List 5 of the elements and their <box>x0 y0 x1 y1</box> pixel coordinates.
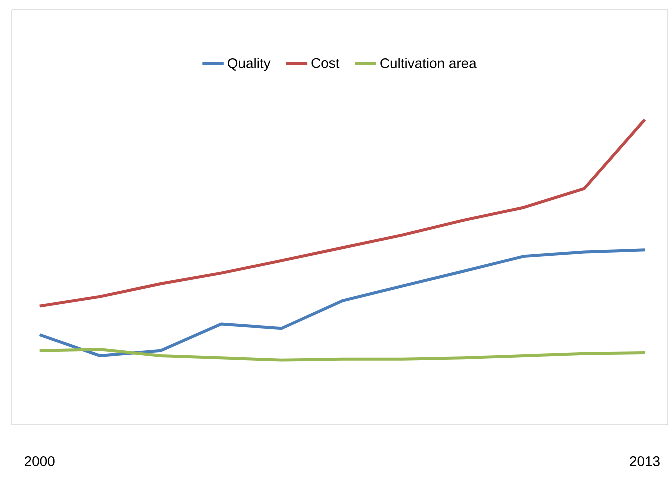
legend-label: Cost <box>312 58 340 68</box>
legend-label: Cultivation area <box>380 58 477 68</box>
x-tick-label: 2013 <box>630 456 660 466</box>
x-tick-label: 2000 <box>25 456 55 466</box>
legend-label: Quality <box>228 58 271 72</box>
